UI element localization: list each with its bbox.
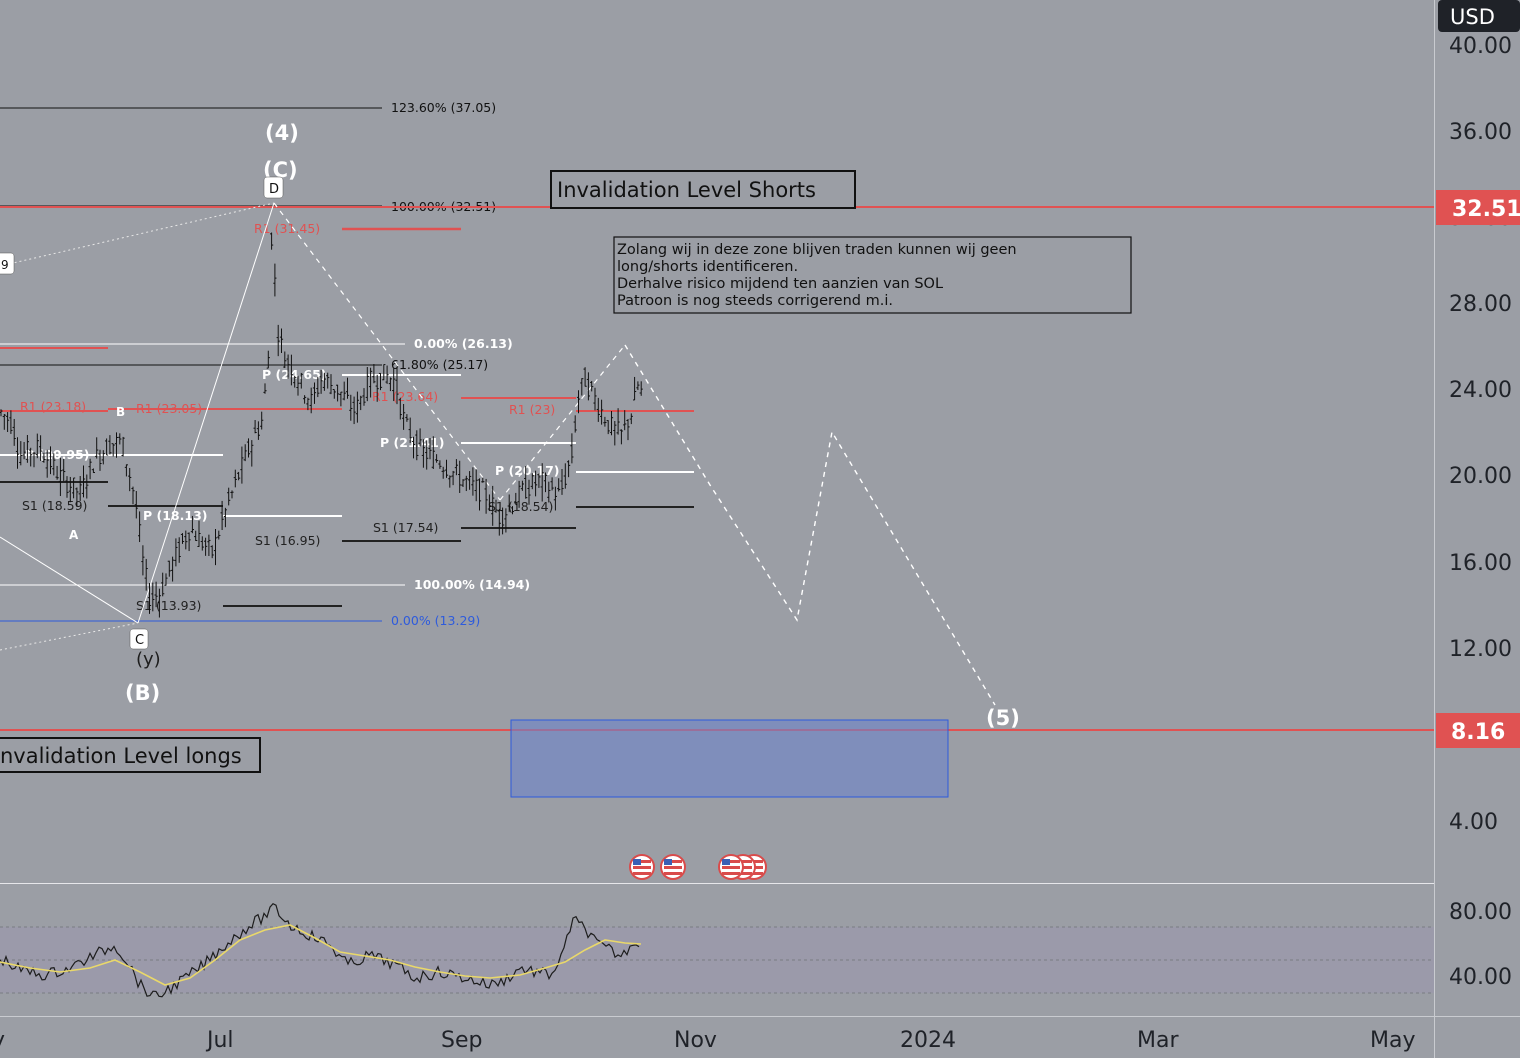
time-tick-label: Nov	[674, 1028, 717, 1053]
currency-label: USD	[1450, 5, 1495, 29]
wave-label-y: (y)	[136, 649, 161, 670]
target-zone-box[interactable]	[510, 719, 949, 798]
price-badge-8-16	[1436, 713, 1520, 748]
pivot-label-p-24-65: P (24.65)	[262, 367, 326, 382]
point-label-c: C	[135, 633, 144, 648]
currency-badge[interactable]	[1438, 0, 1520, 32]
point-label-b: B	[116, 405, 125, 419]
time-axis[interactable]: y Jul Sep Nov 2024 Mar May	[0, 1028, 1415, 1053]
rsi-axis[interactable]: 80.00 40.00	[1449, 900, 1512, 990]
fib-label-0-white: 0.00% (26.13)	[414, 336, 513, 351]
note-line-3: Derhalve risico mijdend ten aanzien van …	[617, 276, 943, 292]
price-tick-label: 20.00	[1449, 464, 1512, 489]
point-label-c-box	[129, 628, 149, 650]
time-tick-label: Sep	[441, 1028, 482, 1053]
invalidation-shorts-box[interactable]	[550, 170, 856, 209]
price-tick-label: 40.00	[1449, 34, 1512, 59]
time-tick-label: May	[1370, 1028, 1415, 1053]
candlestick-series[interactable]	[0, 232, 643, 618]
note-line-4: Patroon is nog steeds corrigerend m.i.	[617, 293, 893, 309]
invalidation-longs-box[interactable]	[0, 737, 261, 773]
fib-label-100-lower: 100.00% (14.94)	[414, 577, 530, 592]
point-label-9: 9	[1, 258, 9, 272]
note-line-2: long/shorts identificeren.	[617, 259, 798, 275]
us-flag-icon[interactable]	[718, 854, 744, 880]
price-tick-label: 16.00	[1449, 551, 1512, 576]
pivot-label-s1-17-54: S1 (17.54)	[373, 520, 438, 535]
time-tick-label: Jul	[205, 1028, 234, 1053]
price-badge-8-16-label: 8.16	[1451, 720, 1505, 745]
wave-label-4: (4)	[265, 121, 299, 145]
fib-label-61-8: 61.80% (25.17)	[391, 357, 488, 372]
pivot-label-r1-23-64: R1 (23.64)	[372, 389, 438, 404]
time-tick-label: 2024	[900, 1028, 956, 1053]
rsi-tick-label: 80.00	[1449, 900, 1512, 925]
price-tick-label: 12.00	[1449, 637, 1512, 662]
note-box[interactable]	[613, 236, 1132, 314]
point-label-d-box	[263, 176, 284, 199]
point-label-d: D	[269, 182, 279, 197]
pivot-label-p-20-17: P (20.17)	[495, 463, 559, 478]
point-label-9-box	[0, 252, 15, 275]
pivot-label-r1-23-05: R1 (23.05)	[136, 401, 202, 416]
us-flag-icon[interactable]	[660, 854, 686, 880]
pivot-label-s1-16-95: S1 (16.95)	[255, 533, 320, 548]
time-tick-label: y	[0, 1028, 5, 1053]
price-badge-32-51-label: 32.51	[1452, 197, 1520, 222]
point-label-a: A	[69, 528, 79, 542]
time-tick-label: Mar	[1137, 1028, 1179, 1053]
event-flags[interactable]	[629, 854, 767, 880]
invalidation-longs-label: nvalidation Level longs	[0, 744, 242, 768]
pivot-label-r1-23-18: R1 (23.18)	[20, 399, 86, 414]
pivot-label-p-18-13: P (18.13)	[143, 508, 207, 523]
pivot-segments	[0, 227, 694, 607]
pivot-label-s1-18-54: S1 (18.54)	[488, 499, 553, 514]
pattern-lines	[0, 202, 501, 651]
pivot-label-p-21-41: P (21.41)	[380, 435, 444, 450]
pivot-label-p-20-95: P (20.95)	[25, 447, 89, 462]
rsi-ma-line	[0, 924, 642, 986]
price-tick-label: 24.00	[1449, 378, 1512, 403]
pivot-label-r1-23: R1 (23)	[509, 402, 555, 417]
us-flag-icon[interactable]	[629, 854, 655, 880]
price-tick-label: 36.00	[1449, 120, 1512, 145]
price-tick-label: 28.00	[1449, 292, 1512, 317]
pivot-label-r1-31-45: R1 (31.45)	[254, 221, 320, 236]
price-axis[interactable]: 40.0036.0032.0028.0024.0020.0016.0012.00…	[1449, 34, 1512, 835]
fib-label-123-6: 123.60% (37.05)	[391, 100, 496, 115]
projection-path[interactable]	[624, 344, 996, 706]
wave-label-5: (5)	[986, 706, 1020, 730]
projection-start-line	[499, 344, 626, 501]
price-tick-label: 4.00	[1449, 810, 1498, 835]
wave-label-b: (B)	[125, 681, 160, 705]
invalidation-shorts-label: Invalidation Level Shorts	[557, 178, 816, 202]
note-line-1: Zolang wij in deze zone blijven traden k…	[617, 242, 1017, 258]
fib-label-0-blue: 0.00% (13.29)	[391, 613, 480, 628]
rsi-tick-label: 40.00	[1449, 965, 1512, 990]
pivot-label-s1-18-59: S1 (18.59)	[22, 498, 87, 513]
price-badge-32-51	[1436, 190, 1520, 225]
